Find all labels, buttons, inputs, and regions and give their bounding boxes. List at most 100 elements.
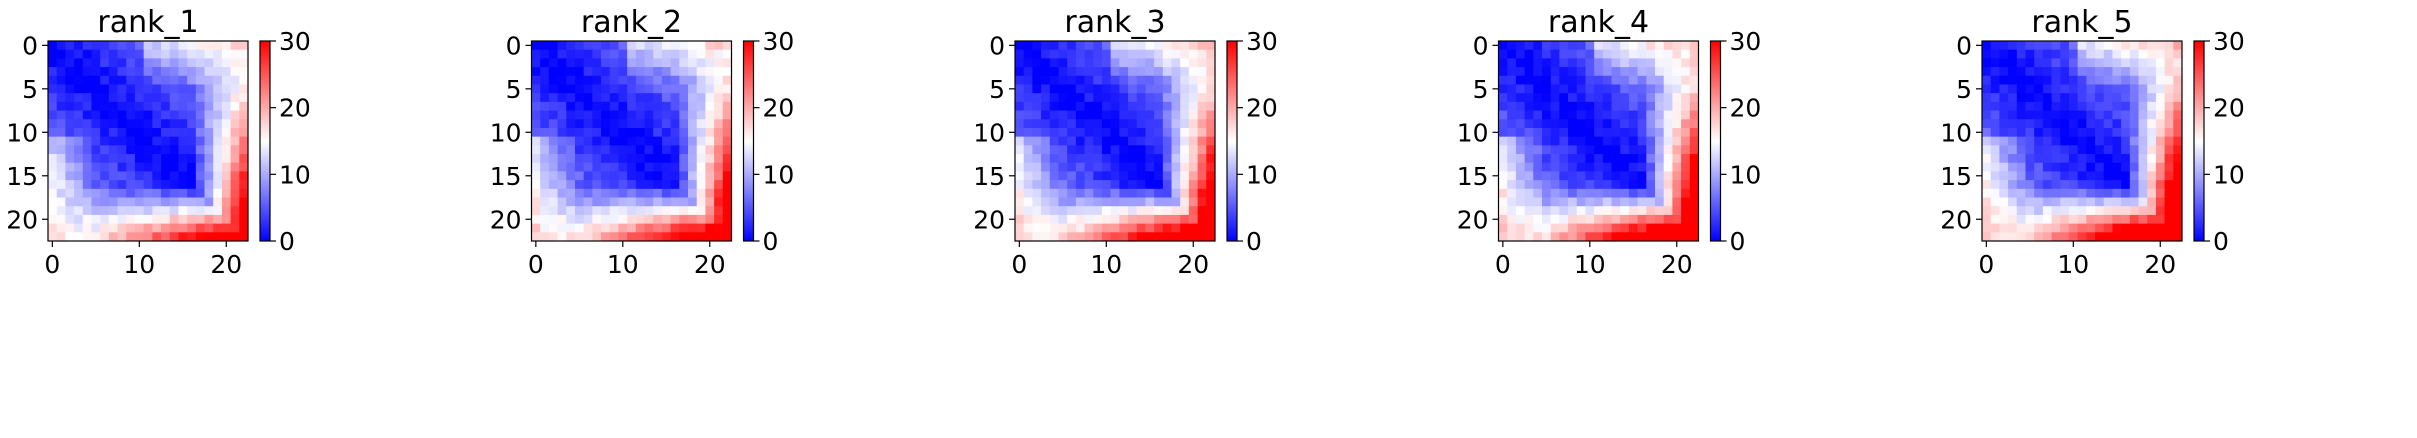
- heatmap-cell: [609, 206, 619, 216]
- heatmap-cell: [1180, 180, 1190, 190]
- heatmap-cell: [213, 162, 223, 172]
- heatmap-cell: [2138, 49, 2148, 59]
- heatmap-cell: [178, 58, 188, 68]
- heatmap-cell: [670, 171, 680, 181]
- heatmap-cell: [2034, 162, 2044, 172]
- heatmap-cell: [1637, 67, 1647, 77]
- heatmap-cell: [548, 58, 558, 68]
- heatmap-cell: [65, 84, 75, 94]
- heatmap-cell: [2147, 136, 2157, 146]
- heatmap-cell: [1999, 162, 2009, 172]
- heatmap-cell: [2051, 127, 2061, 138]
- heatmap-cell: [2016, 162, 2026, 172]
- heatmap-cell: [1655, 119, 1665, 129]
- heatmap-cell: [1032, 119, 1042, 129]
- heatmap-cell: [152, 188, 162, 198]
- heatmap-cell: [134, 58, 145, 68]
- heatmap-cell: [1084, 197, 1094, 207]
- heatmap-cell: [661, 58, 672, 68]
- heatmap-cell: [204, 223, 214, 233]
- heatmap-cell: [134, 75, 145, 85]
- heatmap-cell: [635, 101, 645, 111]
- y-tick-label: 20: [1457, 205, 1489, 234]
- heatmap-cell: [2095, 214, 2105, 225]
- heatmap-cell: [143, 41, 153, 51]
- heatmap-cell: [152, 119, 162, 129]
- heatmap-cell: [195, 206, 205, 216]
- heatmap-cell: [204, 180, 214, 190]
- heatmap-cell: [1982, 93, 1992, 103]
- heatmap-cell: [161, 49, 171, 59]
- heatmap-cell: [1999, 232, 2009, 242]
- heatmap-cell: [2034, 119, 2044, 129]
- heatmap-cell: [2147, 145, 2157, 155]
- heatmap-cell: [1058, 188, 1068, 198]
- heatmap-cell: [2164, 41, 2174, 51]
- heatmap-cell: [91, 162, 101, 172]
- heatmap-cell: [540, 110, 550, 120]
- heatmap-cell: [134, 41, 145, 51]
- heatmap-cell: [1110, 232, 1120, 242]
- heatmap-cell: [653, 119, 663, 129]
- heatmap-cell: [722, 49, 732, 59]
- heatmap-cell: [1145, 101, 1155, 111]
- heatmap-cell: [1602, 136, 1612, 146]
- heatmap-cell: [56, 223, 66, 233]
- heatmap-cell: [134, 49, 145, 59]
- heatmap-cell: [1067, 171, 1077, 181]
- heatmap-cell: [661, 75, 672, 85]
- heatmap-cell: [592, 162, 602, 172]
- heatmap-cell: [609, 101, 619, 111]
- heatmap-cell: [1594, 49, 1604, 59]
- heatmap-cell: [1990, 232, 2000, 242]
- heatmap-cell: [1188, 214, 1199, 225]
- heatmap-cell: [1507, 41, 1517, 51]
- colorbar: [1709, 40, 1722, 242]
- heatmap-cell: [178, 49, 188, 59]
- heatmap-cell: [2103, 84, 2113, 94]
- heatmap-cell: [1110, 188, 1120, 198]
- heatmap-cell: [609, 58, 619, 68]
- heatmap-cell: [2095, 171, 2105, 181]
- heatmap-cell: [566, 214, 576, 225]
- heatmap-cell: [221, 197, 232, 207]
- heatmap-cell: [1197, 197, 1207, 207]
- heatmap-cell: [583, 84, 593, 94]
- heatmap-cell: [1681, 127, 1691, 138]
- heatmap-cell: [1067, 232, 1077, 242]
- heatmap-cell: [661, 136, 672, 146]
- heatmap-cell: [1568, 136, 1578, 146]
- heatmap-cell: [1602, 180, 1612, 190]
- heatmap-cell: [1093, 67, 1103, 77]
- heatmap-cell: [134, 223, 145, 233]
- heatmap-cell: [1032, 67, 1042, 77]
- heatmap-cell: [2042, 145, 2052, 155]
- heatmap-cell: [1049, 110, 1059, 120]
- heatmap-cell: [1524, 214, 1534, 225]
- heatmap-cell: [126, 49, 136, 59]
- heatmap-cell: [2060, 110, 2070, 120]
- heatmap-cell: [65, 188, 75, 198]
- heatmap-cell: [2121, 93, 2131, 103]
- heatmap-cell: [169, 188, 179, 198]
- heatmap-cell: [2042, 188, 2052, 198]
- y-tick-label: 15: [973, 162, 1005, 191]
- heatmap-cell: [1541, 223, 1552, 233]
- heatmap-cell: [82, 188, 92, 198]
- heatmap-cell: [1206, 58, 1216, 68]
- heatmap-cell: [152, 171, 162, 181]
- heatmap-cell: [2008, 67, 2018, 77]
- heatmap-cell: [1689, 58, 1699, 68]
- heatmap-cell: [1524, 162, 1534, 172]
- heatmap-cell: [1602, 75, 1612, 85]
- heatmap-cell: [1162, 180, 1172, 190]
- heatmap-cell: [1101, 119, 1112, 129]
- heatmap-cell: [1180, 75, 1190, 85]
- heatmap-cell: [688, 101, 698, 111]
- heatmap-cell: [1067, 101, 1077, 111]
- heatmap-cell: [1990, 180, 2000, 190]
- heatmap-cell: [540, 93, 550, 103]
- heatmap-cell: [592, 41, 602, 51]
- heatmap-cell: [1058, 58, 1068, 68]
- heatmap-cell: [1982, 197, 1992, 207]
